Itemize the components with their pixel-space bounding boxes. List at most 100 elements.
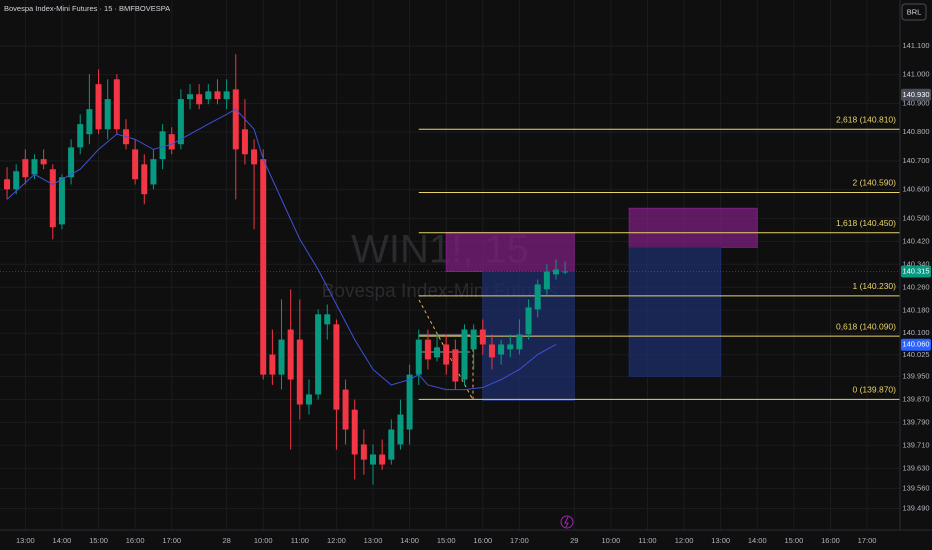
- y-tick-label: 140.700: [902, 156, 929, 165]
- candle-body: [260, 159, 267, 375]
- fib-label: 2 (140.590): [853, 178, 897, 188]
- x-tick-label: 13:00: [16, 536, 35, 545]
- x-tick-label: 12:00: [675, 536, 694, 545]
- candle-body: [86, 109, 93, 135]
- candle-body: [232, 89, 239, 150]
- fib-label: 1 (140.230): [853, 281, 897, 291]
- x-tick-label: 14:00: [400, 536, 419, 545]
- axes: 141.100 141.000 140.900 140.800 140.700 140.6…: [16, 41, 931, 545]
- y-tick-label: 141.100: [902, 41, 929, 50]
- candle-body: [562, 271, 569, 273]
- candle-body: [552, 269, 559, 275]
- candle-body: [58, 177, 65, 225]
- price-tag-label: 140.060: [902, 340, 929, 349]
- y-tick-label: 140.420: [902, 236, 929, 245]
- candle-body: [287, 329, 294, 380]
- x-tick-label: 15:00: [89, 536, 108, 545]
- candle-body: [388, 429, 395, 460]
- position-zone: [628, 207, 758, 248]
- candle-body: [4, 179, 11, 190]
- moving-average: [6, 108, 557, 391]
- candle-body: [424, 339, 431, 360]
- candle-body: [415, 339, 422, 375]
- y-tick-label: 140.100: [902, 328, 929, 337]
- candle-body: [104, 99, 111, 130]
- candle-body: [241, 129, 248, 155]
- candle-body: [159, 131, 166, 160]
- candle-body: [315, 314, 322, 395]
- candle-body: [397, 414, 404, 445]
- candle-body: [269, 354, 276, 375]
- position-zone: [628, 246, 722, 377]
- fibonacci: 2,618 (140.810) 2 (140.590) 1,618 (140.450…: [418, 115, 900, 400]
- candle-body: [141, 164, 148, 195]
- y-tick-label: 140.600: [902, 185, 929, 194]
- y-tick-label: 139.870: [902, 394, 929, 403]
- candle-body: [488, 344, 495, 358]
- candle-body: [223, 91, 230, 100]
- fib-label: 1,618 (140.450): [836, 218, 896, 228]
- x-tick-label: 17:00: [162, 536, 181, 545]
- candle-body: [177, 99, 184, 145]
- price-tag-label: 140.930: [902, 90, 929, 99]
- candle-body: [525, 307, 532, 335]
- candle-body: [251, 149, 258, 165]
- candle-body: [68, 147, 75, 178]
- y-tick-label: 139.950: [902, 371, 929, 380]
- candle-body: [443, 344, 450, 365]
- grid: [0, 0, 900, 530]
- x-tick-label: 13:00: [711, 536, 730, 545]
- y-tick-label: 139.630: [902, 463, 929, 472]
- candle-body: [370, 454, 377, 465]
- x-tick-label: 17:00: [510, 536, 529, 545]
- x-tick-label: 28: [222, 536, 230, 545]
- x-tick-label: 11:00: [638, 536, 656, 545]
- candle-body: [479, 329, 486, 345]
- x-tick-label: 14:00: [748, 536, 767, 545]
- x-tick-label: 15:00: [437, 536, 456, 545]
- candle-body: [333, 324, 340, 410]
- candle-body: [379, 454, 386, 465]
- x-tick-label: 10:00: [601, 536, 620, 545]
- x-tick-label: 16:00: [126, 536, 145, 545]
- x-tick-label: 12:00: [327, 536, 346, 545]
- x-tick-label: 17:00: [858, 536, 877, 545]
- y-tick-label: 139.490: [902, 503, 929, 512]
- position-zone: [445, 231, 575, 272]
- candle-body: [324, 314, 331, 325]
- drawing-dashed: [418, 299, 474, 401]
- candle-body: [187, 94, 194, 100]
- y-tick-label: 140.900: [902, 98, 929, 107]
- y-tick-label: 141.000: [902, 70, 929, 79]
- y-tick-label: 140.180: [902, 305, 929, 314]
- candle-body: [461, 329, 468, 380]
- candle-body: [452, 349, 459, 382]
- candle-body: [305, 394, 312, 405]
- candle-body: [278, 339, 285, 375]
- event-icon[interactable]: [560, 515, 574, 529]
- candle-body: [214, 91, 221, 100]
- candle-body: [40, 159, 47, 165]
- y-tick-label: 139.560: [902, 483, 929, 492]
- candle-body: [342, 389, 349, 430]
- plot: [0, 54, 900, 485]
- price-tag: [901, 265, 931, 278]
- y-tick-label: 139.710: [902, 440, 929, 449]
- candle-body: [360, 444, 367, 460]
- candle-body: [22, 159, 29, 178]
- candle-body: [498, 344, 505, 355]
- candle-body: [150, 159, 157, 185]
- candle-body: [470, 329, 477, 350]
- x-tick-label: 14:00: [53, 536, 72, 545]
- x-tick-label: 11:00: [291, 536, 309, 545]
- currency-button[interactable]: [901, 3, 927, 21]
- candle-body: [296, 339, 303, 405]
- fib-label: 0 (139.870): [853, 385, 897, 395]
- y-tick-label: 140.025: [902, 350, 929, 359]
- candle-body: [13, 171, 20, 190]
- y-tick-label: 140.260: [902, 282, 929, 291]
- candle-body: [113, 79, 120, 130]
- candle-body: [77, 124, 84, 148]
